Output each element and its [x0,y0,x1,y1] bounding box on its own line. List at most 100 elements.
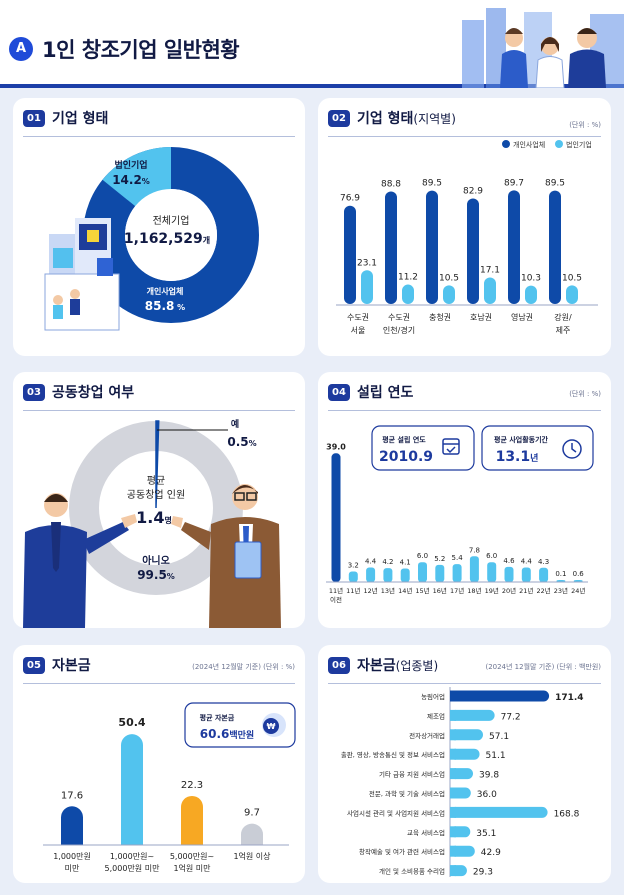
x-tick-label: 19년 [485,586,499,595]
bar-corporate [402,284,414,304]
slice-value-individual: 85.8 % [145,299,185,313]
bar-individual [344,205,356,304]
business-people-illustration [462,8,624,88]
firm-type-donut-chart: 전체기업 1,162,529개 법인기업 14.2% 개인사업체 85.8 % [44,147,259,331]
bar-value-label: 10.3 [521,274,541,284]
y-tick-label: 전문, 과학 및 기술 서비스업 [369,789,445,798]
bar-value-label: 168.8 [554,809,580,819]
bar-corporate [566,285,578,304]
coin-icon: ₩ [262,713,286,737]
legend-swatch-corporate [555,140,563,148]
bar-value-label: 0.1 [555,570,566,578]
section-number: 03 [23,383,45,401]
section-header: 01 기업 형태 [23,108,108,128]
donut-center-value: 1.4명 [136,508,172,527]
x-tick-label: 23년 [554,586,568,595]
bar [348,571,358,582]
bar-value-label: 4.2 [382,558,393,566]
section-badge: A [9,37,33,61]
bar [452,564,462,582]
info-box-value: 2010.9 [379,449,433,465]
businessman-left-illustration [23,493,137,628]
x-tick-label: 강원/ [554,312,572,322]
bar-individual [508,190,520,304]
bar-base [450,729,456,741]
bar-corporate [361,270,373,304]
section-number: 06 [328,656,350,674]
bar-base [450,845,456,857]
y-tick-label: 기타 금융 지원 서비스업 [379,770,445,779]
section-title: 자본금 [52,658,91,674]
x-tick-label: 충청권 [429,312,451,322]
bar-base [181,834,203,845]
section-divider [23,683,295,684]
y-tick-label: 창작예술 및 여가 관련 서비스업 [359,847,445,856]
slice-label-individual: 개인사업체 [147,286,184,296]
x-tick-label: 24년 [571,586,585,595]
slice-value-corporate: 14.2% [112,173,150,187]
bar-value-label: 4.4 [365,557,377,565]
bar [521,567,531,582]
bar-value-label: 89.5 [545,179,565,189]
slice-value-yes: 0.5% [227,435,256,449]
bar-value-label: 39.0 [326,442,346,451]
bar-value-label: 57.1 [489,732,509,742]
bar-individual [467,198,479,304]
donut-center-label: 전체기업 [153,214,190,227]
slice-label-yes: 예 [231,418,239,430]
x-tick-label: 5,000만원 미만 [105,864,161,873]
section-header: 03 공동창업 여부 [23,382,134,402]
co-founding-donut-chart: 예 0.5% 평균 공동창업 인원 1.4명 아니오 99.5% [23,418,281,628]
section-number: 02 [328,109,350,127]
bar-value-label: 4.1 [400,558,411,566]
slice-label-corporate: 법인기업 [114,159,147,171]
bar-base [450,806,456,818]
x-tick-label: 이전 [330,595,342,604]
capital-industry-bar-chart: 농림어업 171.4 제조업 77.2 전자상거래업 57.1 출판, 영상, 방송통신 및… [341,687,584,878]
bar-individual [426,190,438,304]
bar [181,795,203,845]
info-box-label: 평균 자본금 [200,713,235,722]
clock-icon [562,439,582,459]
bar-value-label: 5.2 [434,555,445,563]
bar-base [450,768,456,780]
bar-value-label: 6.0 [417,552,428,560]
bar [450,729,484,741]
businessman-right-illustration [171,484,281,628]
x-tick-label: 11년 [346,586,360,595]
x-tick-label: 미만 [65,864,80,873]
donut-slice-yes [155,420,160,509]
panel-firm-type: 01 기업 형태 전체기업 1,162,529개 법인기업 14.2% 개인사업… [13,98,305,356]
bar-value-label: 22.3 [181,780,203,791]
info-box-avg-period [481,425,594,471]
x-tick-label: 인천/경기 [383,325,415,335]
x-tick-label: 제주 [556,326,571,335]
bar-value-label: 82.9 [463,187,483,197]
bar-base [241,834,263,845]
legend-swatch-individual [502,140,510,148]
section-number: 04 [328,383,350,401]
x-tick-label: 20년 [502,586,516,595]
page-header: A 1인 창조기업 일반현황 [0,0,624,88]
unit-label: (2024년 12월말 기준) (단위 : 백만원) [485,663,601,671]
bar [331,453,341,582]
bar-value-label: 5.4 [452,554,464,562]
x-tick-label: 18년 [467,586,481,595]
x-tick-label: 영남권 [511,312,533,322]
bar [450,748,480,760]
x-tick-label: 호남권 [470,312,492,322]
page-title: 1인 창조기업 일반현황 [42,38,240,62]
bar-value-label: 51.1 [486,751,506,761]
bar-base [450,709,456,721]
bar-value-label: 10.5 [562,273,582,283]
bar-corporate [443,285,455,304]
panel-capital-industry: 06 자본금(업종별) (2024년 12월말 기준) (단위 : 백만원) 농… [318,645,611,883]
bar-individual [549,190,561,304]
legend-label-corporate: 법인기업 [566,140,592,149]
bar [469,556,479,582]
x-tick-label: 22년 [536,586,550,595]
svg-text:₩: ₩ [267,722,276,731]
x-tick-label: 11년 [329,586,343,595]
bar-corporate [525,285,537,304]
donut-center-sublabel: 공동창업 인원 [127,488,185,501]
